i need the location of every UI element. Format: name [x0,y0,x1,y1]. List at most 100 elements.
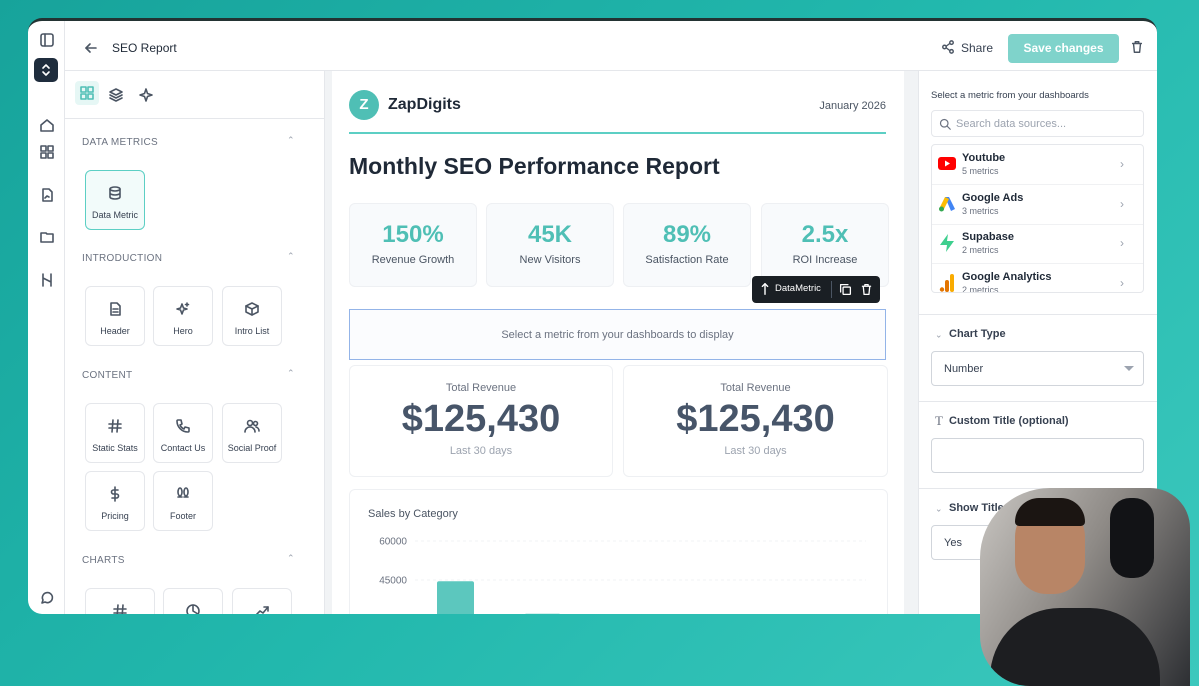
block-placeholder: Select a metric from your dashboards to … [501,329,734,341]
revenue-value: $125,430 [676,398,835,440]
field-label: Custom Title (optional) [949,415,1069,427]
top-bar [64,21,1157,71]
revenue-card[interactable]: Total Revenue $125,430 Last 30 days [349,365,613,477]
stat-card[interactable]: 2.5x ROI Increase [761,203,889,287]
selected-block[interactable] [349,309,886,360]
dropdown-arrow [1124,366,1134,371]
collapse-icon[interactable]: ⌃ [287,553,295,563]
chevron: › [1120,197,1124,211]
revenue-period: Last 30 days [449,445,513,457]
source-item[interactable]: Youtube 5 metrics › [932,145,1143,185]
left-rail [28,21,65,614]
source-name: Google Ads [962,192,1024,204]
chart-card[interactable] [349,489,888,614]
workspace-switch[interactable] [34,58,58,82]
collapse-icon[interactable]: ⌃ [935,503,943,513]
tile[interactable] [85,588,155,614]
delete-button[interactable] [1130,40,1144,54]
stat-card[interactable]: 89% Satisfaction Rate [623,203,751,287]
chat-icon[interactable] [39,590,55,606]
tile-label: Static Stats [92,443,138,453]
collapse-icon[interactable]: ⌃ [287,135,295,145]
sidebar-toggle[interactable] [39,32,55,48]
stat-card[interactable]: 45K New Visitors [486,203,614,287]
grid-icon[interactable] [39,144,55,160]
brand-name: ZapDigits [388,96,461,113]
tile-label: Intro List [234,326,270,336]
stat-label: Revenue Growth [371,254,455,266]
tile[interactable] [232,588,292,614]
tile[interactable]: Intro List [222,286,282,346]
back-button[interactable] [83,40,99,56]
revenue-card[interactable]: Total Revenue $125,430 Last 30 days [623,365,888,477]
source-list: Youtube 5 metrics › Google Ads 3 metrics › S… [931,144,1144,293]
brand-logo: Z [349,90,379,120]
report-date: January 2026 [819,100,886,112]
tile-label: Social Proof [227,443,277,453]
source-count: 2 metrics [962,245,999,255]
tile[interactable]: Pricing [85,471,145,531]
chart-type-select[interactable]: Number [931,351,1144,386]
tab-ai[interactable] [138,87,154,103]
stat-card[interactable]: 150% Revenue Growth [349,203,477,287]
field-label: Chart Type [949,328,1006,340]
section-title: DATA METRICS [82,137,159,148]
microphone [1110,498,1154,578]
home-icon[interactable] [39,117,55,133]
stat-label: New Visitors [519,254,581,266]
revenue-label: Total Revenue [720,382,791,394]
stat-value: 89% [662,221,712,248]
tile-label: Header [100,326,130,336]
tile[interactable]: Footer [153,471,213,531]
move-icon[interactable] [758,282,772,296]
tile[interactable]: Data Metric [85,170,145,230]
toolbar-label: DataMetric [775,283,821,294]
collapse-icon[interactable]: ⌃ [935,329,943,339]
webcam-overlay [980,488,1190,686]
tile[interactable]: Static Stats [85,403,145,463]
tab-components[interactable] [75,81,99,105]
search-box[interactable]: Search data sources... [931,110,1144,137]
tile[interactable]: Hero [153,286,213,346]
tile[interactable] [163,588,223,614]
tile-label: Contact Us [160,443,206,453]
stat-label: Satisfaction Rate [645,254,729,266]
tab-divider [64,118,324,119]
text-icon: T [935,413,943,428]
duplicate-button[interactable] [839,283,852,296]
tab-layers[interactable] [108,87,124,103]
source-count: 5 metrics [962,166,999,176]
tile-icon [109,186,121,200]
source-item[interactable]: Google Analytics 2 metrics › [932,264,1143,292]
component-palette [64,71,325,614]
source-item[interactable]: Google Ads 3 metrics › [932,185,1143,225]
custom-title-input[interactable] [931,438,1144,473]
field-label: Show Title [949,502,1004,514]
share-button[interactable]: Share [961,41,994,55]
flow-icon[interactable] [39,272,55,288]
panel-heading: Select a metric from your dashboards [931,90,1089,101]
tile[interactable]: Social Proof [222,403,282,463]
collapse-icon[interactable]: ⌃ [287,368,295,378]
tile[interactable]: Contact Us [153,403,213,463]
source-name: Supabase [962,231,1014,243]
tile-label: Pricing [101,511,129,521]
select-value: Number [944,363,984,375]
delete-block-button[interactable] [860,283,873,296]
share-icon [942,40,954,54]
tile[interactable]: Header [85,286,145,346]
tile-icon [255,606,269,614]
stat-value: 150% [382,221,444,248]
report-icon[interactable] [39,187,55,203]
chevron: › [1120,157,1124,171]
source-item[interactable]: Supabase 2 metrics › [932,224,1143,264]
analytics-logo [939,274,954,292]
tile-icon [177,487,189,498]
save-button[interactable]: Save changes [1008,34,1119,63]
folder-icon[interactable] [39,229,55,245]
search-placeholder: Search data sources... [956,118,1067,130]
source-count: 3 metrics [962,206,999,216]
collapse-icon[interactable]: ⌃ [287,251,295,261]
block-toolbar: DataMetric [752,276,880,303]
switch-icon [42,64,50,76]
